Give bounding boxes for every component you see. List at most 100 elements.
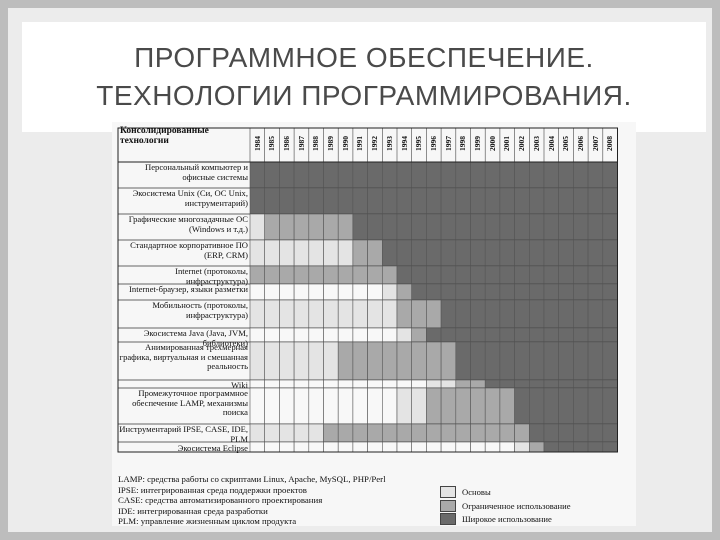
grid-cell bbox=[426, 187, 442, 215]
grid-cell bbox=[602, 265, 618, 285]
grid-cell bbox=[499, 187, 515, 215]
grid-cell bbox=[279, 213, 295, 241]
grid-cell bbox=[573, 299, 589, 329]
grid-cell bbox=[308, 327, 324, 343]
grid-cell bbox=[381, 341, 398, 381]
grid-cell bbox=[411, 239, 427, 267]
grid-cell bbox=[279, 441, 295, 453]
grid-cell bbox=[279, 327, 295, 343]
grid-cell bbox=[411, 213, 427, 241]
year-header-2007: 2007 bbox=[590, 135, 600, 151]
grid-cell bbox=[264, 379, 280, 389]
grid-cell bbox=[411, 423, 427, 443]
grid-cell bbox=[543, 239, 559, 267]
abbreviation-notes: LAMP: средства работы со скриптами Linux… bbox=[118, 474, 438, 527]
grid-cell bbox=[249, 387, 265, 425]
grid-cell bbox=[455, 379, 471, 389]
grid-cell bbox=[367, 239, 383, 267]
grid-cell bbox=[543, 441, 559, 453]
grid-cell bbox=[396, 379, 412, 389]
grid-cell bbox=[528, 187, 545, 215]
grid-cell bbox=[279, 239, 295, 267]
timeline-grid bbox=[117, 127, 618, 453]
grid-cell bbox=[352, 423, 368, 443]
grid-cell bbox=[470, 265, 486, 285]
grid-cell bbox=[264, 327, 280, 343]
grid-cell bbox=[543, 283, 559, 301]
grid-cell bbox=[602, 213, 618, 241]
grid-cell bbox=[411, 161, 427, 189]
grid-cell bbox=[396, 283, 412, 301]
grid-cell bbox=[264, 299, 280, 329]
grid-cell bbox=[337, 283, 354, 301]
grid-cell bbox=[470, 213, 486, 241]
grid-cell bbox=[543, 327, 559, 343]
grid-cell bbox=[440, 239, 457, 267]
grid-cell bbox=[323, 387, 339, 425]
grid-cell bbox=[484, 441, 501, 453]
grid-cell bbox=[470, 239, 486, 267]
grid-cell bbox=[352, 265, 368, 285]
grid-cell bbox=[499, 423, 515, 443]
grid-cell bbox=[602, 387, 618, 425]
grid-cell bbox=[293, 379, 310, 389]
grid-cell bbox=[264, 423, 280, 443]
grid-cell bbox=[455, 387, 471, 425]
grid-cell bbox=[455, 161, 471, 189]
year-header-2002: 2002 bbox=[517, 135, 527, 151]
grid-cell bbox=[484, 283, 501, 301]
grid-cell bbox=[528, 379, 545, 389]
grid-cell bbox=[367, 283, 383, 301]
grid-cell bbox=[528, 239, 545, 267]
grid-cell bbox=[367, 441, 383, 453]
grid-cell bbox=[352, 283, 368, 301]
grid-cell bbox=[514, 341, 530, 381]
grid-cell bbox=[337, 379, 354, 389]
grid-cell bbox=[484, 327, 501, 343]
grid-cell bbox=[249, 327, 265, 343]
grid-cell bbox=[499, 327, 515, 343]
grid-cell bbox=[381, 239, 398, 267]
grid-cell bbox=[323, 265, 339, 285]
grid-cell bbox=[279, 423, 295, 443]
grid-cell bbox=[455, 299, 471, 329]
grid-cell bbox=[396, 239, 412, 267]
slide-title-line-1: ПРОГРАММНОЕ ОБЕСПЕЧЕНИЕ. bbox=[134, 42, 594, 73]
grid-cell bbox=[396, 423, 412, 443]
grid-cell bbox=[337, 423, 354, 443]
grid-cell bbox=[396, 161, 412, 189]
grid-cell bbox=[396, 299, 412, 329]
grid-cell bbox=[484, 379, 501, 389]
grid-cell bbox=[381, 265, 398, 285]
grid-cell bbox=[249, 441, 265, 453]
grid-cell bbox=[426, 327, 442, 343]
grid-cell bbox=[514, 161, 530, 189]
grid-cell bbox=[440, 387, 457, 425]
grid-cell bbox=[381, 423, 398, 443]
grid-cell bbox=[249, 379, 265, 389]
grid-cell bbox=[528, 441, 545, 453]
grid-cell bbox=[558, 441, 574, 453]
year-header-2003: 2003 bbox=[531, 135, 541, 151]
legend-label-basics: Основы bbox=[462, 487, 491, 497]
grid-cell bbox=[308, 299, 324, 329]
grid-cell bbox=[337, 299, 354, 329]
grid-cell bbox=[484, 299, 501, 329]
grid-cell bbox=[279, 379, 295, 389]
grid-cell bbox=[528, 283, 545, 301]
grid-cell bbox=[352, 387, 368, 425]
legend-swatch-wide bbox=[440, 513, 456, 525]
grid-cell bbox=[440, 213, 457, 241]
grid-cell bbox=[279, 299, 295, 329]
grid-cell bbox=[264, 283, 280, 301]
grid-cell bbox=[308, 441, 324, 453]
grid-cell bbox=[455, 265, 471, 285]
year-header-1995: 1995 bbox=[414, 135, 424, 151]
grid-cell bbox=[558, 187, 574, 215]
grid-cell bbox=[308, 239, 324, 267]
grid-cell bbox=[573, 283, 589, 301]
grid-cell bbox=[514, 387, 530, 425]
grid-cell bbox=[426, 239, 442, 267]
grid-cell bbox=[396, 187, 412, 215]
grid-cell bbox=[455, 283, 471, 301]
